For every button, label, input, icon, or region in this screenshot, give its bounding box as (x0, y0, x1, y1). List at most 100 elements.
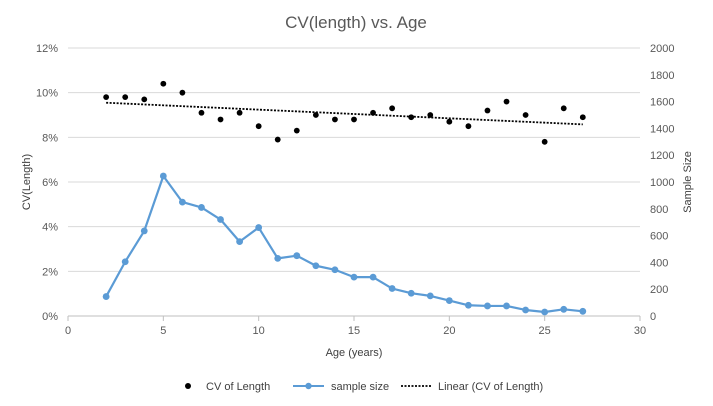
cv-point (141, 96, 148, 103)
cv-point (255, 123, 262, 130)
y2-axis-title: Sample Size (682, 151, 694, 213)
right-axis-tick-labels: 0 200 400 600 800 1000 1200 1400 1600 1800 2000 (650, 43, 674, 323)
cv-point (427, 112, 434, 118)
y2-tick-label: 200 (650, 284, 668, 296)
cv-point (389, 105, 396, 112)
legend-item-sample-size: sample size (293, 381, 389, 393)
x-tick-label: 15 (348, 325, 360, 337)
cv-point (236, 109, 243, 116)
legend: CV of Length sample size Linear (CV of L… (185, 381, 543, 393)
cv-point (274, 136, 281, 143)
legend-item-cv-of-length: CV of Length (185, 381, 270, 393)
cv-point (179, 89, 186, 96)
cv-point (541, 138, 548, 145)
sample-size-point (522, 306, 529, 314)
sample-size-point (407, 289, 415, 297)
y-tick-label: 12% (36, 43, 58, 55)
sample-size-point (388, 285, 396, 292)
sample-size-point (541, 308, 549, 316)
axes (67, 315, 641, 321)
legend-label-sample-size: sample size (331, 381, 389, 393)
sample-size-point (369, 273, 377, 281)
y2-tick-label: 2000 (650, 43, 674, 55)
y2-tick-label: 1400 (650, 123, 674, 135)
y2-tick-label: 1000 (650, 177, 674, 189)
y-axis-title: CV(Length) (21, 154, 33, 210)
x-tick-label: 0 (65, 325, 71, 337)
cv-point (522, 112, 529, 118)
cv-point (122, 94, 129, 101)
sample-size-point (350, 273, 358, 281)
y2-tick-label: 1600 (650, 97, 674, 109)
series-cv-of-length (103, 80, 586, 145)
y-tick-label: 2% (42, 266, 58, 278)
x-tick-label: 20 (443, 325, 455, 337)
sample-size-point (274, 254, 282, 262)
x-axis-tick-labels: 0 5 10 15 20 25 30 (65, 325, 646, 337)
cv-point (484, 107, 491, 114)
sample-size-point (217, 216, 224, 223)
chart-title: CV(length) vs. Age (285, 13, 427, 32)
gridlines (68, 47, 640, 272)
y2-tick-label: 600 (650, 231, 668, 243)
sample-size-point (236, 238, 244, 246)
sample-size-point (484, 302, 491, 310)
y-tick-label: 8% (42, 132, 58, 144)
legend-item-linear-trend: Linear (CV of Length) (401, 381, 543, 393)
y-tick-label: 6% (42, 177, 58, 189)
cv-point (293, 127, 300, 134)
sample-size-point (159, 172, 167, 180)
sample-size-point (503, 302, 510, 310)
legend-marker-sample-size (305, 382, 312, 390)
cv-point (160, 80, 167, 87)
cv-point (370, 109, 376, 116)
sample-size-point (293, 252, 301, 260)
sample-size-point (102, 293, 110, 300)
y2-tick-label: 400 (650, 257, 668, 269)
x-tick-label: 30 (634, 325, 646, 337)
x-tick-label: 10 (253, 325, 265, 337)
series-sample-size (102, 172, 587, 316)
sample-size-point (179, 198, 186, 206)
sample-size-point (121, 258, 129, 266)
cv-point (312, 112, 319, 118)
left-axis-tick-labels: 0% 2% 4% 6% 8% 10% 12% (36, 43, 58, 323)
series-linear-trend (106, 101, 583, 126)
y-tick-label: 4% (42, 222, 58, 234)
y2-tick-label: 0 (650, 311, 656, 323)
cv-point (408, 114, 415, 121)
cv-point (503, 98, 510, 105)
cv-point (103, 94, 110, 101)
cv-point (217, 116, 224, 123)
sample-size-point (198, 204, 205, 211)
y2-tick-label: 1800 (650, 70, 674, 82)
sample-size-point (140, 227, 148, 235)
sample-size-point (312, 262, 320, 270)
legend-label-linear-trend: Linear (CV of Length) (438, 381, 543, 393)
cv-point (332, 116, 338, 123)
sample-size-point (560, 305, 568, 313)
cv-point (198, 109, 205, 116)
cv-point (446, 118, 453, 125)
y2-tick-label: 1200 (650, 150, 674, 162)
y2-tick-label: 800 (650, 204, 668, 216)
sample-size-point (255, 224, 263, 231)
cv-point (579, 114, 586, 121)
x-axis-title: Age (years) (326, 347, 383, 359)
cv-point (560, 105, 567, 112)
cv-point (465, 123, 472, 130)
y-tick-label: 0% (42, 311, 58, 323)
y-tick-label: 10% (36, 88, 58, 100)
sample-size-point (445, 297, 453, 304)
sample-size-point (579, 307, 587, 315)
sample-size-point (465, 301, 472, 309)
x-tick-label: 25 (539, 325, 551, 337)
sample-size-point (331, 266, 339, 274)
x-tick-label: 5 (160, 325, 166, 337)
trendline (106, 101, 583, 126)
sample-size-point (426, 292, 434, 300)
cv-point (351, 116, 357, 123)
legend-label-cv-of-length: CV of Length (206, 381, 270, 393)
